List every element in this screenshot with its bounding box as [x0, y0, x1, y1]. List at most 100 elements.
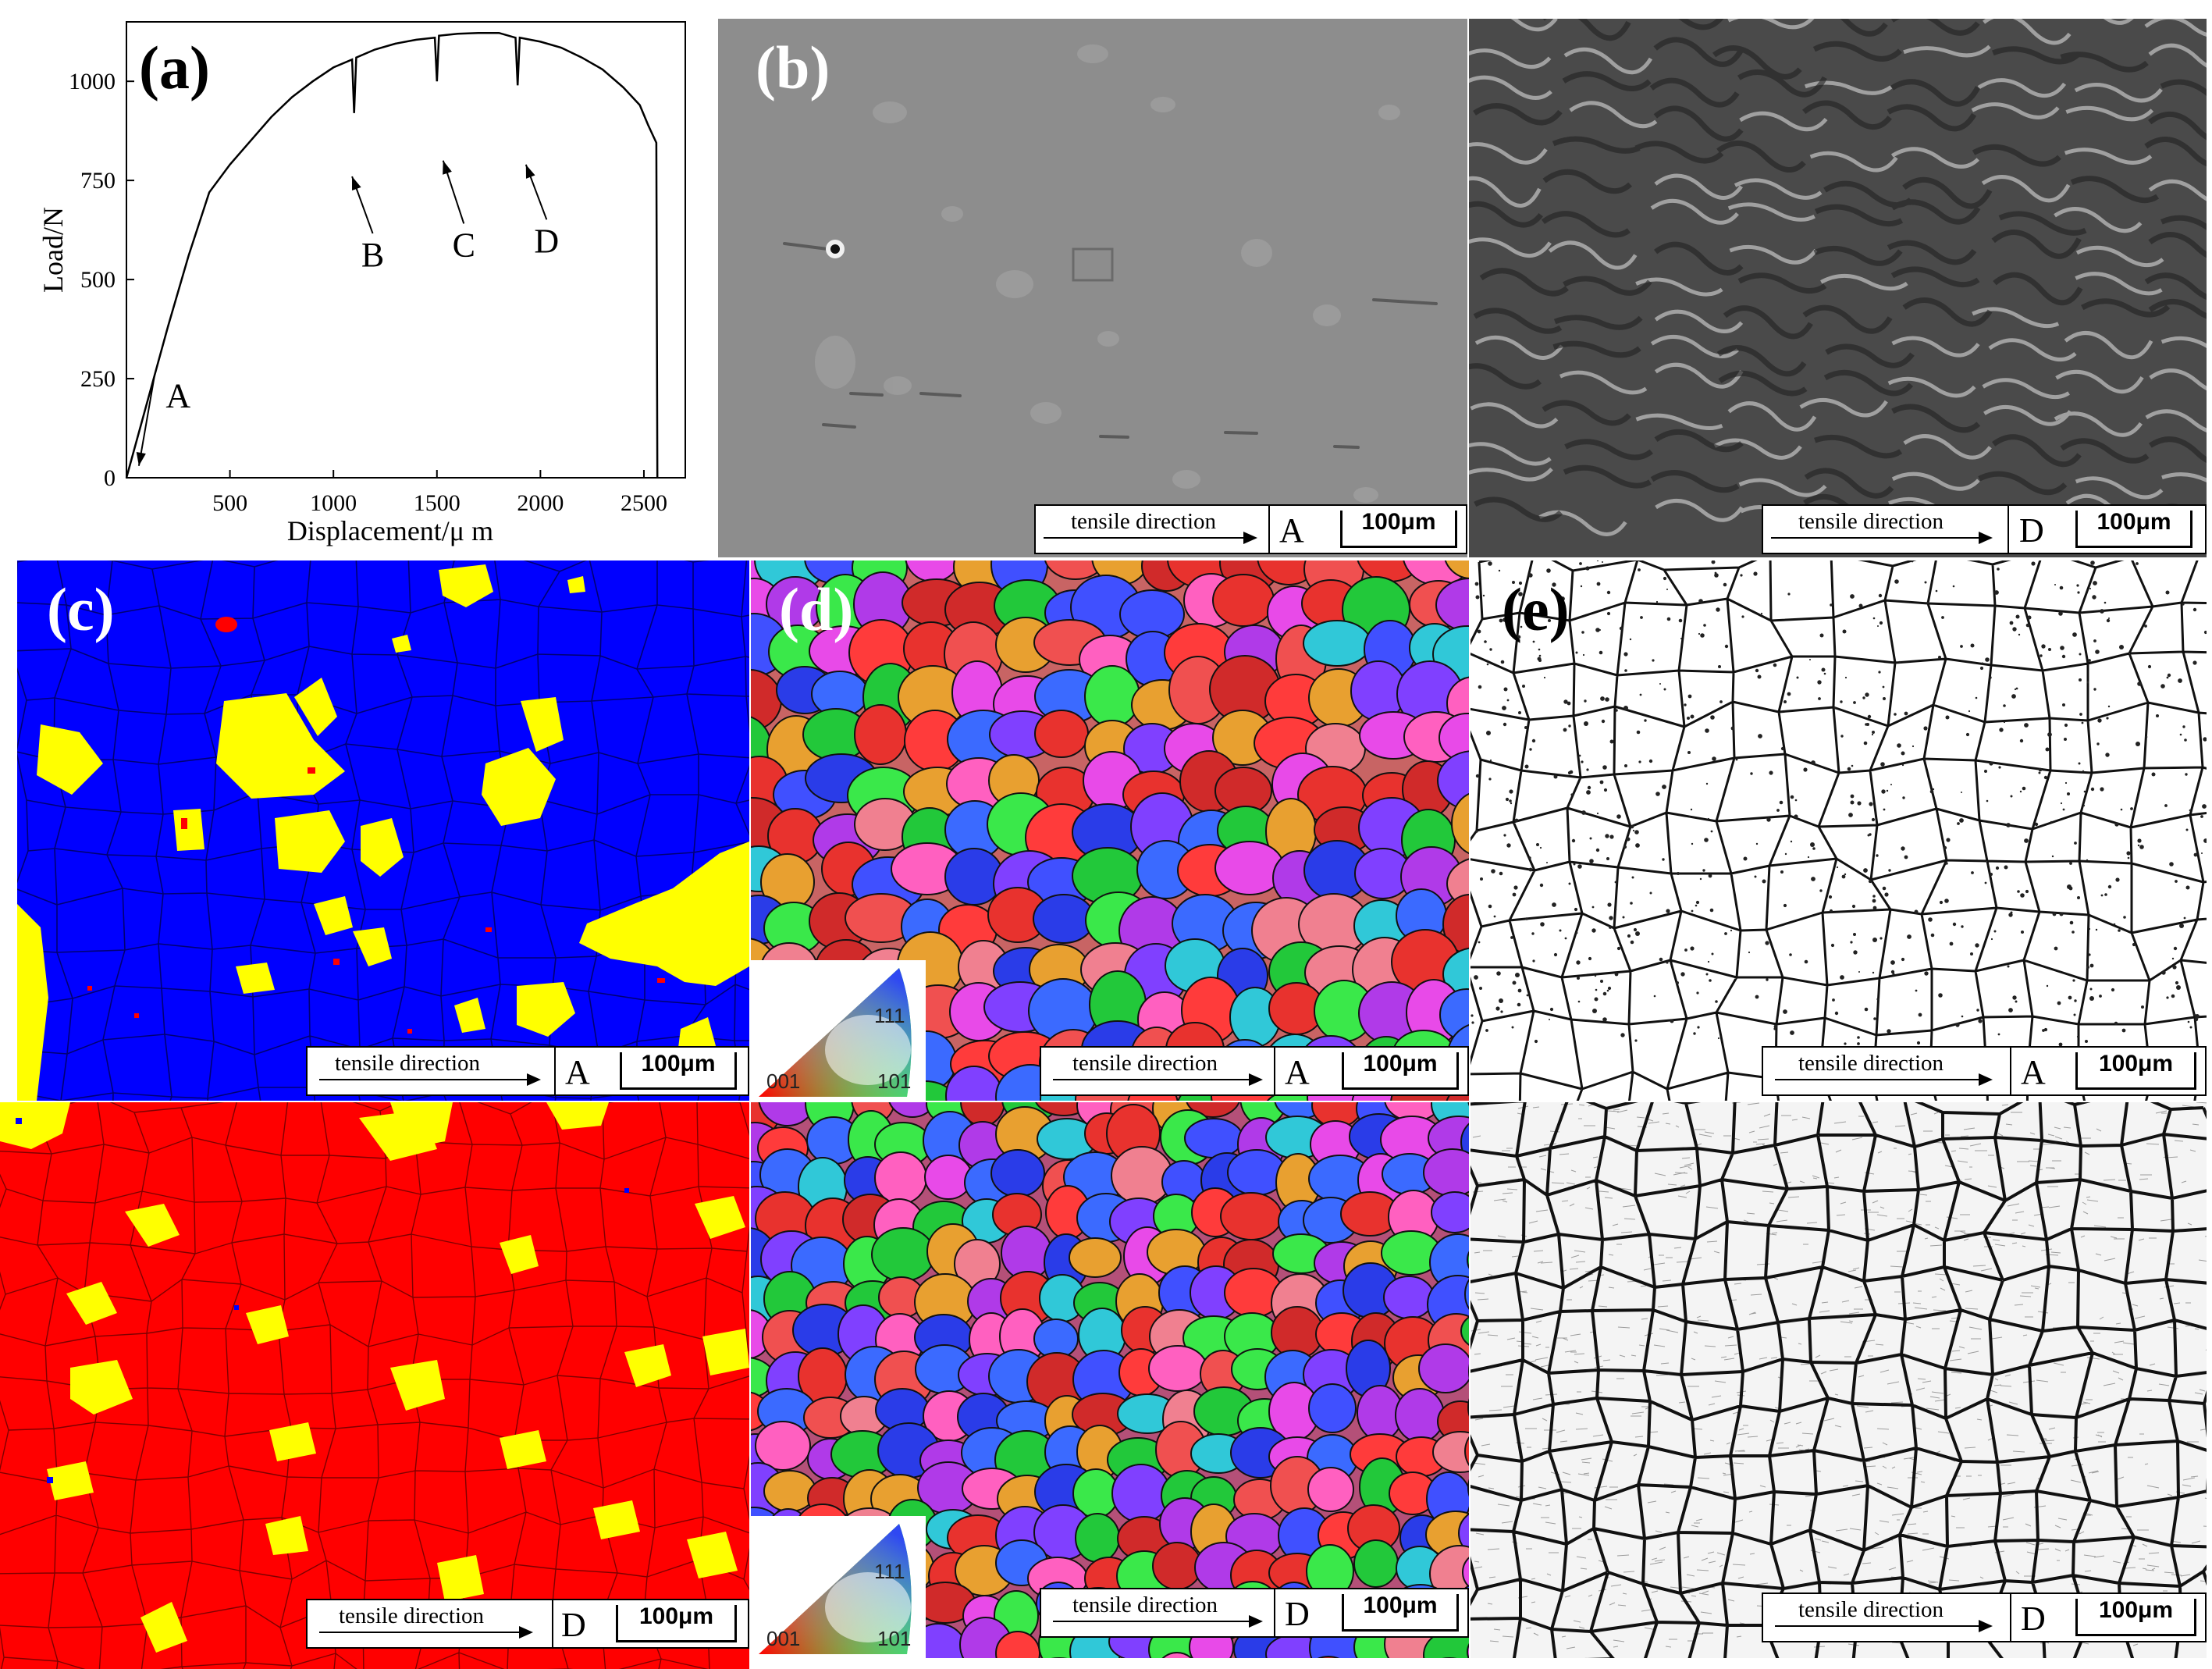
tensile-direction-label: tensile direction	[335, 1051, 481, 1076]
scale-bar: 100μm	[1342, 1051, 1459, 1090]
scale-bar: 100μm	[2075, 509, 2192, 548]
scale-bar: 100μm	[616, 1603, 737, 1642]
annotation-label: B	[361, 236, 384, 274]
x-axis-label: Displacement/μ m	[287, 515, 493, 546]
tensile-direction-label: tensile direction	[339, 1603, 485, 1628]
ipf-triangle	[759, 1524, 912, 1654]
caption-bar-e-a: tensile direction A 100μm	[1762, 1046, 2207, 1096]
annotation-arrowhead	[352, 176, 361, 191]
tensile-direction-arrow	[1775, 1620, 1993, 1632]
ipf-label-111: 111	[874, 1560, 905, 1583]
caption-bar-d-d: tensile direction D 100μm	[1040, 1588, 1469, 1638]
tensile-direction-label: tensile direction	[1072, 1592, 1218, 1617]
caption-bar-b-a: tensile direction A 100μm	[1034, 504, 1467, 554]
scale-bar: 100μm	[2075, 1051, 2196, 1090]
panel-c-phase-map-state-d: tensile direction D 100μm	[0, 1102, 749, 1669]
panel-label-e: (e)	[1502, 575, 1570, 643]
scale-bar-label: 100μm	[638, 1603, 714, 1629]
panel-b-sem-state-a: (b) tensile direction A 100μm	[718, 19, 1467, 557]
tensile-direction-arrow	[319, 1626, 533, 1639]
annotation-label: C	[453, 226, 475, 264]
panel-label-a: (a)	[139, 34, 210, 101]
state-label-d: D	[561, 1606, 586, 1644]
state-label-a: A	[1285, 1053, 1310, 1091]
x-tick-label: 500	[212, 490, 247, 516]
tensile-direction-arrow	[1044, 532, 1257, 544]
annotation-label: D	[534, 222, 559, 260]
state-label-d: D	[1285, 1595, 1310, 1633]
ipf-triangle	[759, 968, 912, 1097]
annotation-arrow	[137, 374, 156, 466]
scale-bar: 100μm	[1340, 509, 1457, 548]
load-displacement-chart: 500 1000 1500 2000 250002505007501000Displac…	[37, 21, 686, 546]
scale-bar-label: 100μm	[2096, 509, 2171, 535]
scale-bar-label: 100μm	[1361, 509, 1436, 535]
x-tick-label: 1000	[310, 490, 357, 516]
panel-b-sem-state-d: tensile direction D 100μm	[1469, 19, 2207, 557]
x-tick-label: 2000	[517, 490, 564, 516]
y-tick-label: 750	[80, 168, 116, 194]
panel-c-phase-map-state-a: (c) tensile direction A 100μm	[17, 560, 749, 1101]
tensile-direction-box: tensile direction	[308, 1600, 553, 1647]
scale-bar: 100μm	[1342, 1592, 1459, 1632]
scale-bar: 100μm	[2075, 1597, 2196, 1636]
scale-bar-label: 100μm	[641, 1051, 716, 1076]
tensile-direction-arrow	[1053, 1615, 1263, 1628]
y-tick-label: 0	[104, 465, 116, 491]
annotation-label: A	[165, 376, 190, 415]
annotation-arrowhead	[443, 160, 452, 175]
ipf-color-key: 111 001 101	[751, 960, 926, 1101]
panel-label-c: (c)	[47, 575, 115, 643]
tensile-direction-label: tensile direction	[1798, 509, 1944, 534]
scale-bar: 100μm	[620, 1051, 737, 1090]
load-curve	[125, 31, 659, 479]
tensile-direction-box: tensile direction	[1041, 1048, 1275, 1094]
panel-label-d: (d)	[779, 575, 854, 643]
tensile-direction-label: tensile direction	[1798, 1597, 1944, 1622]
scale-bar-label: 100μm	[1363, 1051, 1438, 1076]
x-tick-label: 2500	[621, 490, 667, 516]
ipf-label-101: 101	[877, 1069, 912, 1093]
tensile-direction-box: tensile direction	[1041, 1589, 1275, 1636]
tensile-direction-box: tensile direction	[1763, 1594, 2011, 1641]
tensile-direction-box: tensile direction	[1763, 506, 2009, 553]
ipf-label-101: 101	[877, 1627, 912, 1650]
tensile-direction-label: tensile direction	[1072, 1051, 1218, 1076]
y-axis-label: Load/N	[37, 207, 69, 293]
state-label-d: D	[2019, 511, 2044, 550]
scale-bar-label: 100μm	[2098, 1597, 2174, 1623]
y-tick-label: 1000	[69, 69, 116, 94]
sem-image-a	[718, 19, 1467, 557]
panel-label-b: (b)	[756, 34, 830, 101]
caption-bar-c-a: tensile direction A 100μm	[306, 1046, 749, 1096]
tensile-direction-box: tensile direction	[1036, 506, 1270, 553]
ipf-map-a	[751, 560, 1469, 1101]
boundary-map-d	[1471, 1102, 2207, 1658]
caption-bar-d-a: tensile direction A 100μm	[1040, 1046, 1469, 1096]
tensile-direction-arrow	[1771, 532, 1993, 544]
caption-bar-e-d: tensile direction D 100μm	[1762, 1592, 2207, 1642]
state-label-d: D	[2021, 1600, 2046, 1638]
y-tick-label: 500	[80, 267, 116, 293]
ipf-label-001: 001	[766, 1627, 801, 1650]
panel-e-boundary-map-state-a: (e) tensile direction A 100μm	[1471, 560, 2207, 1101]
caption-bar-c-d: tensile direction D 100μm	[306, 1599, 749, 1649]
tensile-direction-arrow	[319, 1073, 541, 1086]
scale-bar-label: 100μm	[1363, 1592, 1438, 1618]
ipf-label-111: 111	[874, 1004, 905, 1027]
y-tick-label: 250	[80, 366, 116, 392]
ipf-label-001: 001	[766, 1069, 801, 1093]
boundary-map-a	[1471, 560, 2207, 1101]
tensile-direction-label: tensile direction	[1071, 509, 1217, 534]
scale-bar-label: 100μm	[2098, 1051, 2174, 1076]
chart-frame	[126, 21, 686, 479]
phase-map-d	[0, 1102, 749, 1669]
phase-map-a	[17, 560, 749, 1101]
panel-d-ipf-map-state-a: (d) 111 001 101 tensile direction A 10	[751, 560, 1469, 1101]
tensile-direction-label: tensile direction	[1798, 1051, 1944, 1076]
caption-bar-b-d: tensile direction D 100μm	[1762, 504, 2207, 554]
x-tick-label: 1500	[414, 490, 461, 516]
sem-image-d	[1469, 19, 2207, 557]
annotation-arrowhead	[136, 452, 146, 466]
tensile-direction-box: tensile direction	[1763, 1048, 2011, 1094]
